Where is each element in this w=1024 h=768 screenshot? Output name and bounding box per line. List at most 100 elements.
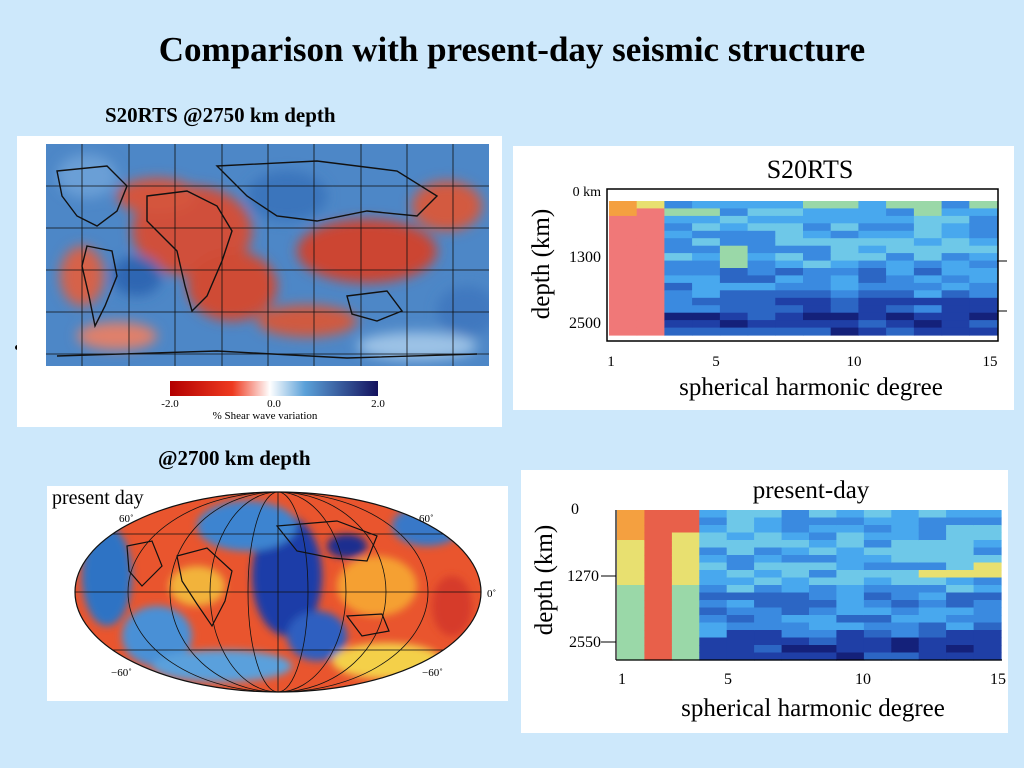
heatmap-cell xyxy=(726,637,755,646)
heatmap-cell xyxy=(863,517,892,526)
heatmap-cell xyxy=(664,260,693,269)
heatmap-cell xyxy=(946,555,975,564)
heatmap-cell xyxy=(775,253,804,262)
lat-label-north-left: 60˚ xyxy=(119,513,134,525)
heatmap-cell xyxy=(671,607,700,616)
heatmap-cell xyxy=(664,215,693,224)
heatmap-cell xyxy=(913,245,943,254)
heatmap-cell xyxy=(781,562,810,571)
heatmap-cell xyxy=(636,297,665,306)
heatmap-cell xyxy=(617,600,645,609)
x-tick-label-15: 15 xyxy=(983,354,998,370)
heatmap-cell xyxy=(886,320,915,329)
heatmap-cell xyxy=(836,652,865,661)
heatmap-cell xyxy=(754,525,783,534)
heatmap-cell xyxy=(719,223,749,232)
heatmap-cell xyxy=(863,570,892,579)
y-tick-label-1: 1300 xyxy=(569,249,601,266)
heatmap-cell xyxy=(692,282,721,291)
heatmap-cell xyxy=(918,592,947,601)
heatmap-cell xyxy=(636,260,665,269)
heatmap-cell xyxy=(747,238,776,247)
heatmap-cell xyxy=(886,327,915,336)
heatmap-cell xyxy=(699,510,728,519)
heatmap-cell xyxy=(941,297,970,306)
heatmap-cell xyxy=(973,577,1002,586)
heatmap-cell xyxy=(863,622,892,631)
heatmap-cell xyxy=(699,592,728,601)
heatmap-cell xyxy=(809,592,837,601)
y-tick-label-2: 2500 xyxy=(569,315,601,332)
heatmap-cell xyxy=(664,223,693,232)
heatmap-cell xyxy=(719,208,749,217)
heatmap-cell xyxy=(809,615,837,624)
heatmap-cell xyxy=(973,592,1002,601)
heatmap-cell xyxy=(754,517,783,526)
heatmap-cell xyxy=(644,585,673,594)
heatmap-cell xyxy=(969,260,998,269)
heatmap-cell xyxy=(636,230,665,239)
heatmap-cell xyxy=(969,268,998,276)
s20rts-spectrum-chart: S20RTS 0 km 1300 2500 1 5 10 15 spherica… xyxy=(528,155,1007,401)
heatmap-cell xyxy=(858,305,887,314)
heatmap-cell xyxy=(969,238,998,247)
heatmap-cell xyxy=(781,555,810,564)
heatmap-cell xyxy=(775,215,804,224)
heatmap-cell xyxy=(830,320,859,329)
heatmap-cell xyxy=(692,238,721,247)
heatmap-cell xyxy=(747,290,776,299)
heatmap-cell xyxy=(636,201,665,209)
heatmap-cell xyxy=(671,630,700,639)
heatmap-cell xyxy=(830,201,859,209)
heatmap-cell xyxy=(830,297,859,306)
heatmap-cell xyxy=(809,637,837,646)
heatmap-cell xyxy=(775,290,804,299)
heatmap-cell xyxy=(719,201,749,209)
heatmap-cell xyxy=(830,275,859,284)
caption-s20rts-depth: S20RTS @2750 km depth xyxy=(105,103,336,127)
heatmap-cell xyxy=(671,510,700,519)
heatmap-cell xyxy=(863,607,892,616)
heatmap-cell xyxy=(809,607,837,616)
heatmap-cell xyxy=(863,577,892,586)
heatmap-cell xyxy=(609,290,638,299)
heatmap-cell xyxy=(747,282,776,291)
heatmap-cell xyxy=(891,540,920,549)
x-tick-label-5: 5 xyxy=(712,354,720,370)
present-day-spectrum-chart: present-day 0 1270 2550 1 5 10 15 spheri… xyxy=(531,477,1006,722)
heatmap-cell xyxy=(836,532,865,541)
heatmap-cell xyxy=(644,540,673,549)
heatmap-cell xyxy=(644,622,673,631)
heatmap-cell xyxy=(803,268,832,276)
heatmap-cell xyxy=(830,253,859,262)
heatmap-cell xyxy=(891,532,920,541)
heatmap-cell xyxy=(973,547,1002,556)
heatmap-cell xyxy=(863,652,892,661)
heatmap-cell xyxy=(858,253,887,262)
heatmap-cell xyxy=(719,327,749,336)
heatmap-cell xyxy=(609,312,638,321)
heatmap-cell xyxy=(886,297,915,306)
heatmap-cell xyxy=(726,570,755,579)
heatmap-cell xyxy=(775,260,804,269)
heatmap-cells xyxy=(617,510,1002,661)
lat-label-south-left: −60˚ xyxy=(111,667,132,679)
heatmap-cell xyxy=(719,253,749,262)
heatmap-cell xyxy=(699,577,728,586)
colorbar-title: % Shear wave variation xyxy=(213,410,318,422)
heatmap-cell xyxy=(644,607,673,616)
heatmap-cell xyxy=(830,245,859,254)
heatmap-cell xyxy=(858,312,887,321)
heatmap-cell xyxy=(699,652,728,661)
heatmap-cell xyxy=(803,238,832,247)
heatmap-cell xyxy=(830,230,859,239)
heatmap-cell xyxy=(803,275,832,284)
heatmap-cell xyxy=(671,555,700,564)
heatmap-cell xyxy=(754,577,783,586)
heatmap-cell xyxy=(891,570,920,579)
heatmap-cell xyxy=(699,630,728,639)
heatmap-cell xyxy=(830,282,859,291)
colorbar xyxy=(170,381,378,396)
heatmap-cell xyxy=(726,622,755,631)
heatmap-cell xyxy=(941,245,970,254)
